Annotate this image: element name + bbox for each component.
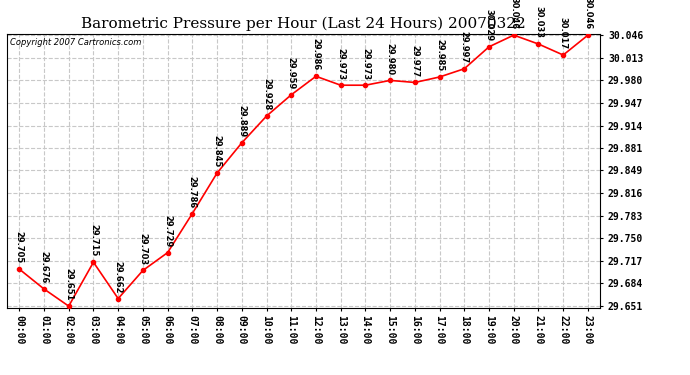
Text: 29.705: 29.705	[14, 231, 23, 264]
Text: 29.703: 29.703	[139, 233, 148, 265]
Text: 29.845: 29.845	[213, 135, 221, 168]
Text: 29.662: 29.662	[114, 261, 123, 293]
Text: 30.046: 30.046	[584, 0, 593, 30]
Text: 29.729: 29.729	[163, 215, 172, 247]
Text: 29.997: 29.997	[460, 31, 469, 63]
Text: 29.786: 29.786	[188, 176, 197, 208]
Text: 30.029: 30.029	[484, 9, 493, 41]
Text: 29.651: 29.651	[64, 268, 73, 301]
Title: Barometric Pressure per Hour (Last 24 Hours) 20070322: Barometric Pressure per Hour (Last 24 Ho…	[81, 17, 526, 31]
Text: 29.980: 29.980	[386, 43, 395, 75]
Text: 30.033: 30.033	[534, 6, 543, 39]
Text: Copyright 2007 Cartronics.com: Copyright 2007 Cartronics.com	[10, 38, 141, 47]
Text: 29.715: 29.715	[89, 224, 98, 256]
Text: 29.889: 29.889	[237, 105, 246, 137]
Text: 29.986: 29.986	[311, 39, 320, 71]
Text: 30.017: 30.017	[559, 17, 568, 50]
Text: 29.977: 29.977	[411, 45, 420, 77]
Text: 29.959: 29.959	[287, 57, 296, 89]
Text: 29.928: 29.928	[262, 78, 271, 111]
Text: 29.973: 29.973	[361, 48, 370, 80]
Text: 29.676: 29.676	[39, 251, 48, 284]
Text: 30.046: 30.046	[509, 0, 518, 30]
Text: 29.973: 29.973	[336, 48, 345, 80]
Text: 29.985: 29.985	[435, 39, 444, 71]
